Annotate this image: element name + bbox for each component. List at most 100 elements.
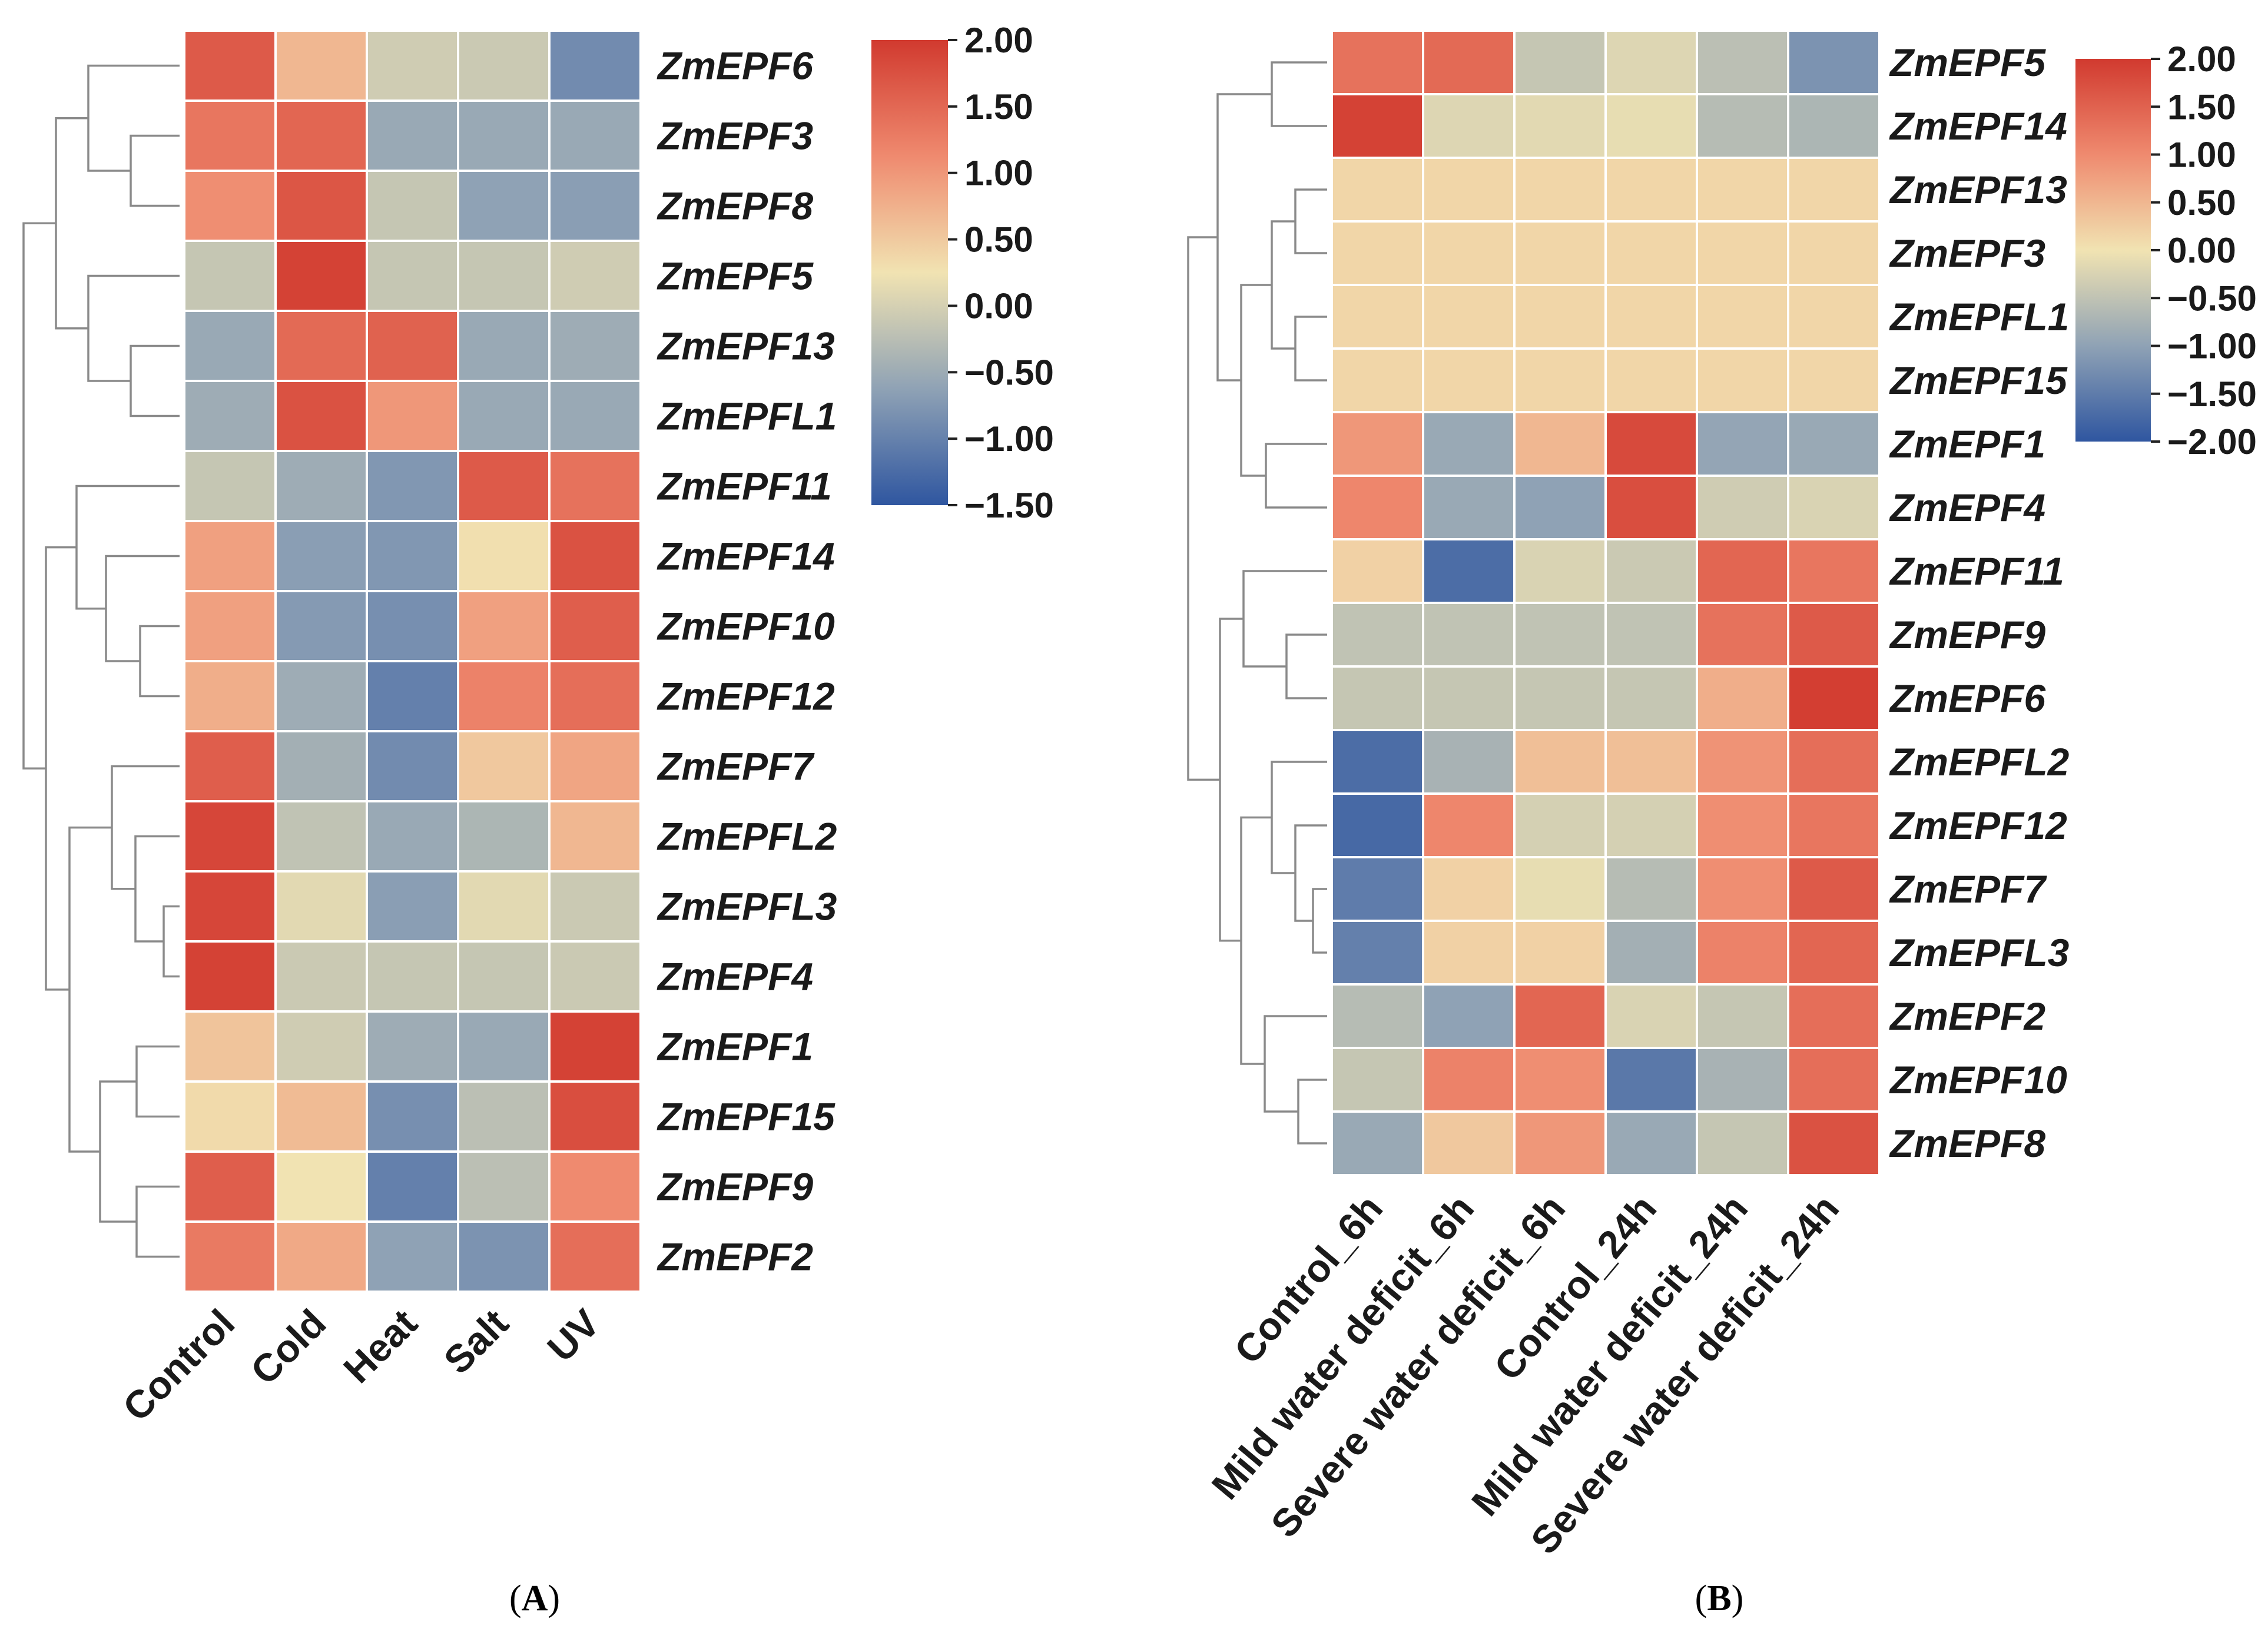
heatmap-cell <box>1422 792 1516 858</box>
heatmap-cell <box>274 730 368 802</box>
heatmap-cell <box>1604 475 1698 540</box>
heatmap-cell <box>366 29 459 102</box>
colorbar-tick-label: −1.00 <box>964 419 1054 459</box>
heatmap-cell <box>1513 347 1607 413</box>
heatmap-cell <box>548 380 642 452</box>
heatmap-cell <box>548 1080 642 1153</box>
row-label: ZmEPFL2 <box>656 815 837 858</box>
heatmap-cell <box>1422 347 1516 413</box>
dendrogram-branch <box>99 1080 137 1223</box>
colorbar-b: 2.00 1.50 1.00 0.50 0.00 −0.50 −1.00 −1.50 −2.00 <box>2075 39 2257 462</box>
heatmap-cell <box>366 590 459 662</box>
heatmap-cell <box>457 1220 551 1293</box>
heatmap-cell <box>366 940 459 1013</box>
heatmap-cell <box>457 240 551 312</box>
heatmap-cell <box>1513 284 1607 350</box>
heatmap-cell <box>457 29 551 102</box>
colorbar-tick-label: −0.50 <box>2167 278 2257 318</box>
row-label: ZmEPF8 <box>656 184 813 228</box>
heatmap-cell <box>366 380 459 452</box>
row-label: ZmEPF15 <box>656 1095 835 1139</box>
row-label: ZmEPF2 <box>656 1235 813 1279</box>
row-label: ZmEPF11 <box>1889 549 2064 593</box>
dendrogram-branch <box>1312 888 1327 954</box>
heatmap-cell <box>457 1080 551 1153</box>
dendrogram-branch <box>87 274 180 382</box>
row-label: ZmEPF6 <box>1889 676 2046 720</box>
heatmap-cell <box>548 29 642 102</box>
heatmap-cell <box>1787 93 1881 159</box>
heatmap-cell <box>1331 538 1424 604</box>
heatmap-cell <box>1422 602 1516 668</box>
heatmap-cell <box>1696 856 1789 922</box>
heatmap-cell <box>1513 1047 1607 1113</box>
dendrogram-branch <box>130 134 180 207</box>
row-label: ZmEPFL1 <box>1889 295 2069 339</box>
heatmap-cell <box>1331 411 1424 477</box>
heatmap-cell <box>1787 475 1881 540</box>
heatmap-cell <box>548 590 642 662</box>
dendrogram-branch <box>135 1045 180 1118</box>
heatmap-cell <box>1513 729 1607 795</box>
heatmap-cell <box>183 800 277 873</box>
heatmap-cell <box>366 99 459 172</box>
heatmap-cell <box>1422 665 1516 731</box>
heatmap-cell <box>1604 411 1698 477</box>
dendrogram-branch <box>68 826 112 1153</box>
row-labels-b: ZmEPF5 ZmEPF14 ZmEPF13 ZmEPF3 ZmEPFL1 ZmEPF15… <box>1889 41 2070 1165</box>
heatmap-cell <box>457 170 551 242</box>
dendrogram-branch <box>1219 618 1244 942</box>
heatmap-cell <box>183 29 277 102</box>
row-label: ZmEPFL3 <box>656 885 837 928</box>
heatmap-cell <box>1787 157 1881 223</box>
heatmap-cell <box>183 590 277 662</box>
heatmap-cell <box>1604 1110 1698 1176</box>
heatmap-cell <box>548 870 642 943</box>
heatmap-cell <box>548 1150 642 1223</box>
heatmap-cell <box>274 520 368 592</box>
heatmap-cell <box>548 730 642 802</box>
heatmap-cell <box>457 590 551 662</box>
heatmap-cell <box>548 170 642 242</box>
heatmap-cell <box>274 240 368 312</box>
dendrogram-branch <box>87 64 180 172</box>
heatmap-cell <box>1604 920 1698 986</box>
colorbar-tick-label: 1.00 <box>964 154 1033 193</box>
colorbar-tick-label: 2.00 <box>964 21 1033 60</box>
row-label: ZmEPF14 <box>1889 104 2067 148</box>
heatmap-cell <box>457 940 551 1013</box>
heatmap-cell <box>1331 29 1424 95</box>
heatmap-cell <box>1422 29 1516 95</box>
heatmap-cell <box>1331 220 1424 286</box>
heatmap-cell <box>1513 220 1607 286</box>
heatmap-cell <box>1696 29 1789 95</box>
heatmap-cell <box>1696 347 1789 413</box>
row-label: ZmEPF13 <box>656 324 835 368</box>
row-label: ZmEPF7 <box>656 745 815 788</box>
heatmap-cell <box>1604 93 1698 159</box>
heatmap-b <box>1331 29 1881 1176</box>
heatmap-cell <box>1604 220 1698 286</box>
heatmap-cell <box>1331 920 1424 986</box>
heatmap-cell <box>1513 602 1607 668</box>
column-label: Control <box>114 1301 243 1429</box>
colorbar-tick-label: −1.50 <box>964 486 1054 525</box>
row-label: ZmEPF14 <box>656 535 835 578</box>
heatmap-cell <box>548 520 642 592</box>
colorbar-tick-label: 2.00 <box>2167 39 2236 79</box>
dendrogram-branch <box>130 344 180 417</box>
heatmap-cell <box>1422 157 1516 223</box>
row-label: ZmEPFL2 <box>1889 740 2070 784</box>
column-label: Salt <box>435 1301 516 1382</box>
dendrogram-branch <box>111 765 180 890</box>
heatmap-cell <box>1696 920 1789 986</box>
heatmap-cell <box>274 800 368 873</box>
heatmap-cell <box>183 1150 277 1223</box>
heatmap-cell <box>1331 284 1424 350</box>
heatmap-cell <box>548 800 642 873</box>
heatmap-cell <box>274 99 368 172</box>
heatmap-cell <box>1604 729 1698 795</box>
heatmap-cell <box>274 310 368 382</box>
dendrogram-branch <box>1264 1015 1327 1113</box>
